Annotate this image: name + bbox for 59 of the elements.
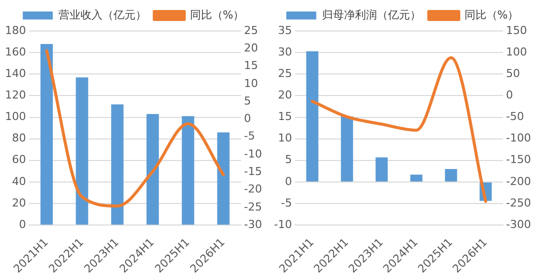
y2-tick-label: 150 [506,24,528,37]
y2-tick-label: -10 [244,147,262,160]
y-tick-label: 40 [12,174,26,188]
bar [410,174,422,182]
legend-label: 同比（%） [464,8,519,22]
y2-tick-label: 25 [244,24,258,37]
y2-tick-label: -25 [244,200,262,214]
y2-tick-label: -300 [506,218,532,231]
y-tick-label: 160 [4,45,26,58]
y2-tick-label: 20 [244,42,258,54]
y2-tick-label: 0 [506,88,514,102]
y-tick-label: 15 [278,110,292,124]
bar [182,116,194,225]
y2-tick-label: -150 [506,153,532,166]
y-tick-label: 140 [4,66,26,80]
y-tick-label: 20 [12,196,26,210]
y2-tick-label: 0 [244,112,252,126]
bar [146,114,159,225]
bar [111,104,124,225]
y-tick-label: 0 [284,174,292,188]
y2-tick-label: -250 [506,196,532,210]
y-tick-label: 25 [278,66,292,80]
y-tick-label: 35 [278,24,292,37]
legend-label: 归母净利润（亿元） [322,8,421,22]
y-tick-label: -5 [281,196,292,210]
y2-tick-label: -100 [506,132,532,145]
y-tick-label: 60 [12,153,26,166]
y-tick-label: 30 [278,45,292,58]
y2-tick-label: -30 [244,218,262,231]
bar [444,169,458,182]
y2-tick-label: 5 [244,94,252,108]
line-series [45,49,225,208]
y2-tick-label: 10 [244,76,258,90]
bar [306,51,318,182]
y2-tick-label: 100 [506,45,528,58]
bar [76,77,88,225]
y-tick-label: 0 [18,218,26,231]
y-tick-label: 10 [278,132,292,145]
y-tick-label: 5 [284,153,292,166]
legend-label: 营业收入（亿元） [58,8,146,22]
y2-tick-label: -20 [244,182,262,196]
y2-tick-label: 50 [506,66,520,80]
y2-tick-label: -50 [506,110,524,124]
y2-tick-label: 15 [244,59,258,72]
y-tick-label: 80 [12,132,26,145]
bar [40,44,53,225]
bar [340,116,354,182]
y-tick-label: 180 [4,24,26,37]
y2-tick-label: -15 [244,165,262,178]
bar [376,157,388,182]
legend-label: 同比（%） [190,8,244,22]
line-series [310,56,488,203]
y2-tick-label: -5 [244,130,256,143]
y2-tick-label: -200 [506,174,532,188]
bar [217,132,230,225]
y-tick-label: 20 [278,88,292,102]
y-tick-label: 100 [4,110,26,124]
y-tick-label: 120 [4,88,26,102]
y-tick-label: -10 [274,218,292,231]
